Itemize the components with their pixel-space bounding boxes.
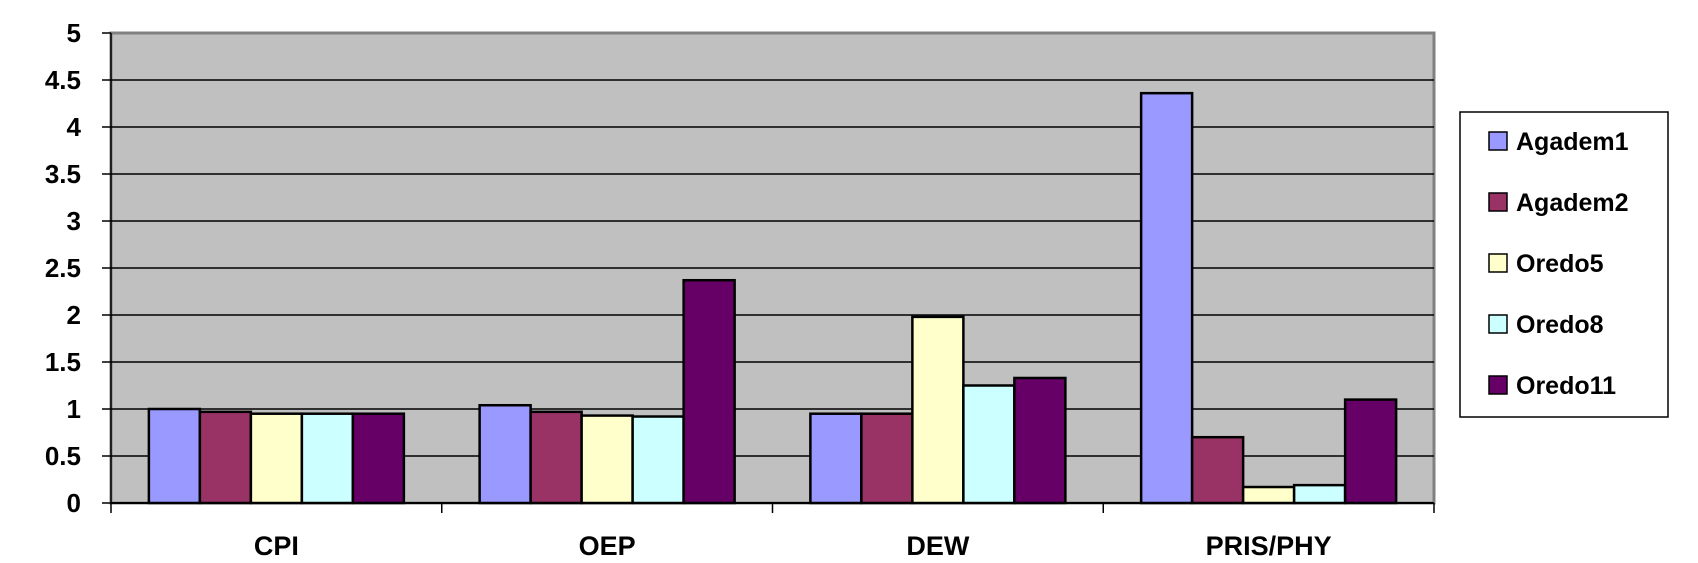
x-tick-label: OEP [579, 531, 636, 561]
legend-swatch [1488, 192, 1508, 212]
y-tick-label: 3 [67, 206, 81, 236]
bar-oredo5-cpi [249, 412, 304, 505]
legend-label: Oredo8 [1516, 311, 1604, 339]
bar-oredo8-oep [631, 415, 685, 505]
legend-swatch [1488, 253, 1508, 273]
legend-swatch [1488, 375, 1508, 395]
y-tick-label: 1 [67, 394, 81, 424]
bar-oredo5-pris-phy [1241, 485, 1296, 505]
bars [147, 91, 1398, 505]
y-tick-label: 3.5 [45, 159, 81, 189]
x-tick-label: CPI [254, 531, 299, 561]
legend-swatch [1488, 314, 1508, 334]
bar-oredo5-dew [911, 315, 965, 505]
y-tick-label: 5 [67, 18, 81, 48]
bar-oredo8-cpi [300, 412, 355, 505]
y-tick-label: 1.5 [45, 347, 81, 377]
bar-agadem2-cpi [198, 410, 253, 505]
legend-label: Agadem2 [1516, 189, 1629, 217]
bar-oredo11-oep [682, 278, 736, 505]
bar-oredo5-oep [580, 414, 634, 505]
y-tick-label: 4.5 [45, 65, 81, 95]
bar-agadem2-dew [860, 412, 914, 505]
bar-agadem1-dew [809, 412, 863, 505]
bar-oredo11-dew [1013, 376, 1067, 505]
bar-oredo8-pris-phy [1292, 483, 1347, 505]
bar-agadem1-pris-phy [1139, 91, 1194, 505]
x-tick-label: DEW [906, 531, 970, 561]
y-tick-label: 0.5 [45, 441, 81, 471]
bar-agadem1-oep [478, 403, 532, 505]
y-tick-label: 2.5 [45, 253, 81, 283]
bar-oredo11-pris-phy [1343, 398, 1398, 505]
legend-swatch [1488, 131, 1508, 151]
legend: Agadem1 Agadem2 Oredo5 Oredo8 Oredo11 [1459, 111, 1669, 418]
legend-label: Oredo5 [1516, 250, 1604, 278]
legend-label: Agadem1 [1516, 128, 1629, 156]
y-tick-label: 4 [67, 112, 82, 142]
bar-agadem1-cpi [147, 407, 202, 505]
bar-agadem2-pris-phy [1190, 435, 1245, 505]
x-tick-label: PRIS/PHY [1206, 531, 1332, 561]
bar-agadem2-oep [529, 410, 583, 505]
legend-label: Oredo11 [1516, 372, 1616, 400]
y-tick-label: 2 [67, 300, 81, 330]
bar-oredo8-dew [962, 384, 1016, 505]
x-axis: CPI OEP DEW PRIS/PHY [110, 502, 1435, 561]
y-axis: 0 0.5 1 1.5 2 2.5 3 3.5 4 4.5 5 [45, 18, 112, 518]
bar-oredo11-cpi [351, 412, 406, 505]
y-tick-label: 0 [67, 488, 81, 518]
